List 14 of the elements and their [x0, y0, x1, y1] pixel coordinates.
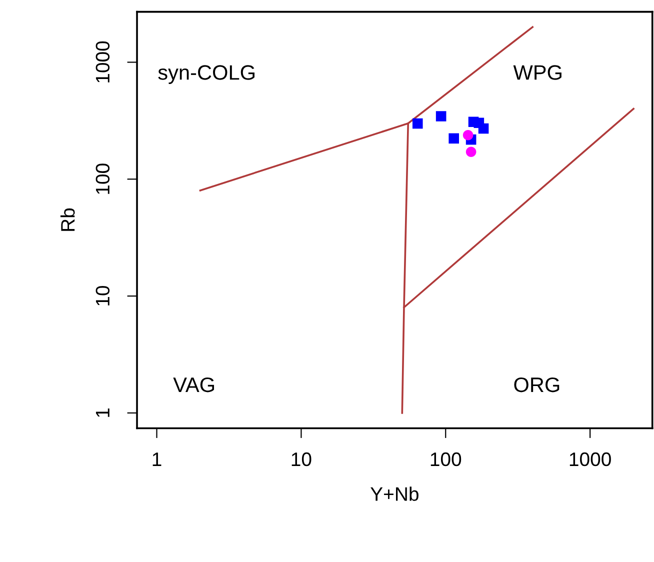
annotation: syn-COLG [158, 65, 254, 84]
y-tick-label: 1 [96, 408, 110, 417]
annotation: ORG [514, 377, 560, 392]
x-tick-label: 1 [152, 452, 162, 466]
x-tick-label: 10 [292, 452, 312, 466]
x-axis-title: Y+Nb [370, 486, 418, 501]
annotation: WPG [513, 65, 562, 80]
x-tick-label: 100 [430, 452, 462, 466]
annotation: VAG [173, 377, 214, 392]
y-tick-label: 100 [96, 164, 110, 194]
y-tick-label: 10 [96, 286, 110, 306]
x-tick-label: 1000 [570, 452, 611, 466]
y-tick-label: 1000 [96, 41, 110, 82]
y-axis-title: Rb [60, 208, 75, 231]
